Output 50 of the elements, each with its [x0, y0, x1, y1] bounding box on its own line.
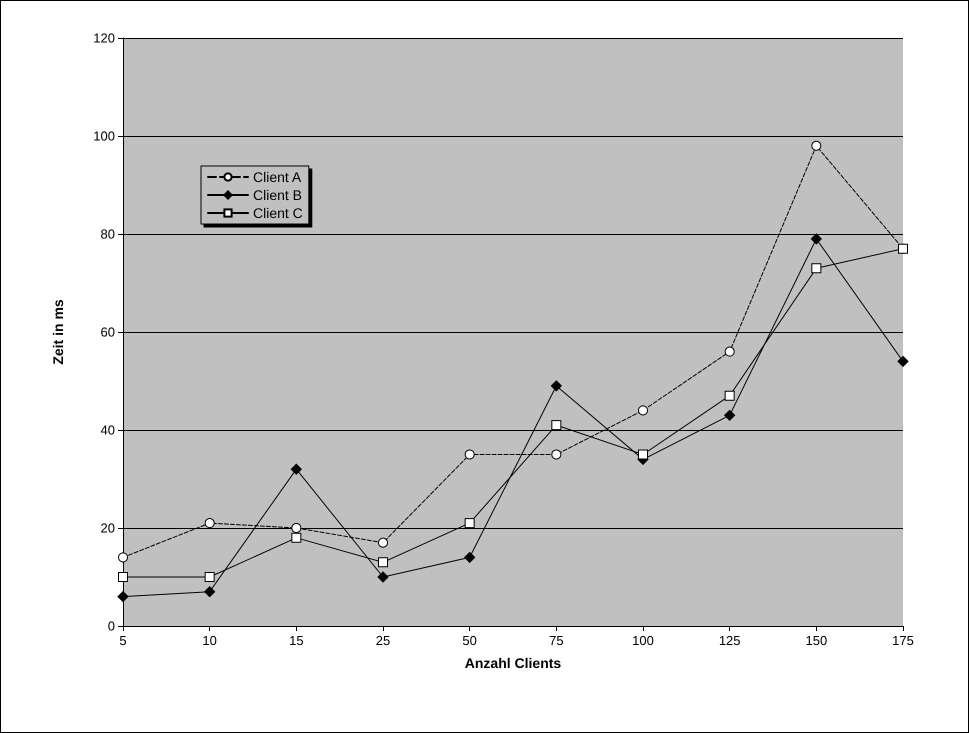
point [811, 263, 822, 274]
x-tick-label: 50 [462, 633, 477, 648]
y-tick-label: 40 [100, 422, 115, 438]
x-tick-label: 5 [119, 633, 127, 648]
point [551, 420, 562, 430]
y-tick-label: 60 [100, 324, 115, 340]
x-axis-title: Anzahl Clients [464, 655, 562, 671]
point [290, 464, 302, 475]
x-tick-label: 25 [376, 633, 390, 648]
point [378, 538, 388, 548]
legend-label: Client B [253, 187, 302, 203]
point [464, 518, 475, 528]
y-tick-label: 20 [100, 520, 115, 536]
point [204, 586, 216, 598]
point [724, 390, 735, 401]
point [810, 233, 822, 244]
legend-label: Client C [253, 205, 303, 221]
point [118, 572, 128, 582]
point [551, 450, 562, 460]
point [118, 591, 128, 602]
x-tick-label: 175 [892, 633, 914, 648]
x-tick-label: 75 [549, 633, 564, 648]
x-tick-label: 150 [805, 633, 828, 648]
point [724, 346, 735, 357]
y-tick-label: 100 [93, 128, 115, 144]
x-tick-label: 100 [632, 633, 654, 648]
point [550, 380, 562, 392]
y-tick-label: 80 [100, 226, 115, 242]
point [291, 523, 302, 533]
point [811, 140, 822, 151]
legend-label: Client A [253, 169, 302, 185]
point [898, 244, 908, 254]
point [204, 572, 215, 582]
x-tick-label: 15 [289, 633, 304, 648]
point [378, 557, 388, 568]
point [204, 518, 215, 528]
point [724, 410, 736, 421]
y-tick-label: 0 [108, 618, 115, 634]
y-axis-title: Zeit in ms [50, 299, 66, 365]
x-tick-label: 10 [202, 633, 217, 648]
x-tick-label: 125 [718, 633, 741, 648]
point [291, 532, 302, 543]
point [638, 450, 648, 460]
point [118, 552, 128, 562]
point [378, 572, 388, 582]
point [638, 405, 648, 416]
point [464, 450, 475, 460]
y-tick-label: 120 [93, 30, 115, 46]
point [898, 356, 908, 367]
point [464, 552, 476, 563]
